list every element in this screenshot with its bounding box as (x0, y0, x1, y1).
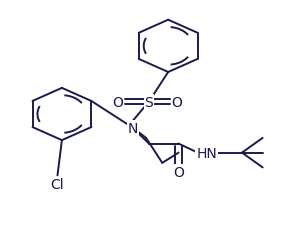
Text: N: N (128, 121, 138, 135)
Text: O: O (172, 95, 182, 109)
Text: O: O (173, 165, 184, 179)
Text: Cl: Cl (51, 178, 64, 192)
Text: O: O (113, 95, 123, 109)
Text: HN: HN (196, 146, 217, 160)
Text: S: S (145, 95, 153, 109)
